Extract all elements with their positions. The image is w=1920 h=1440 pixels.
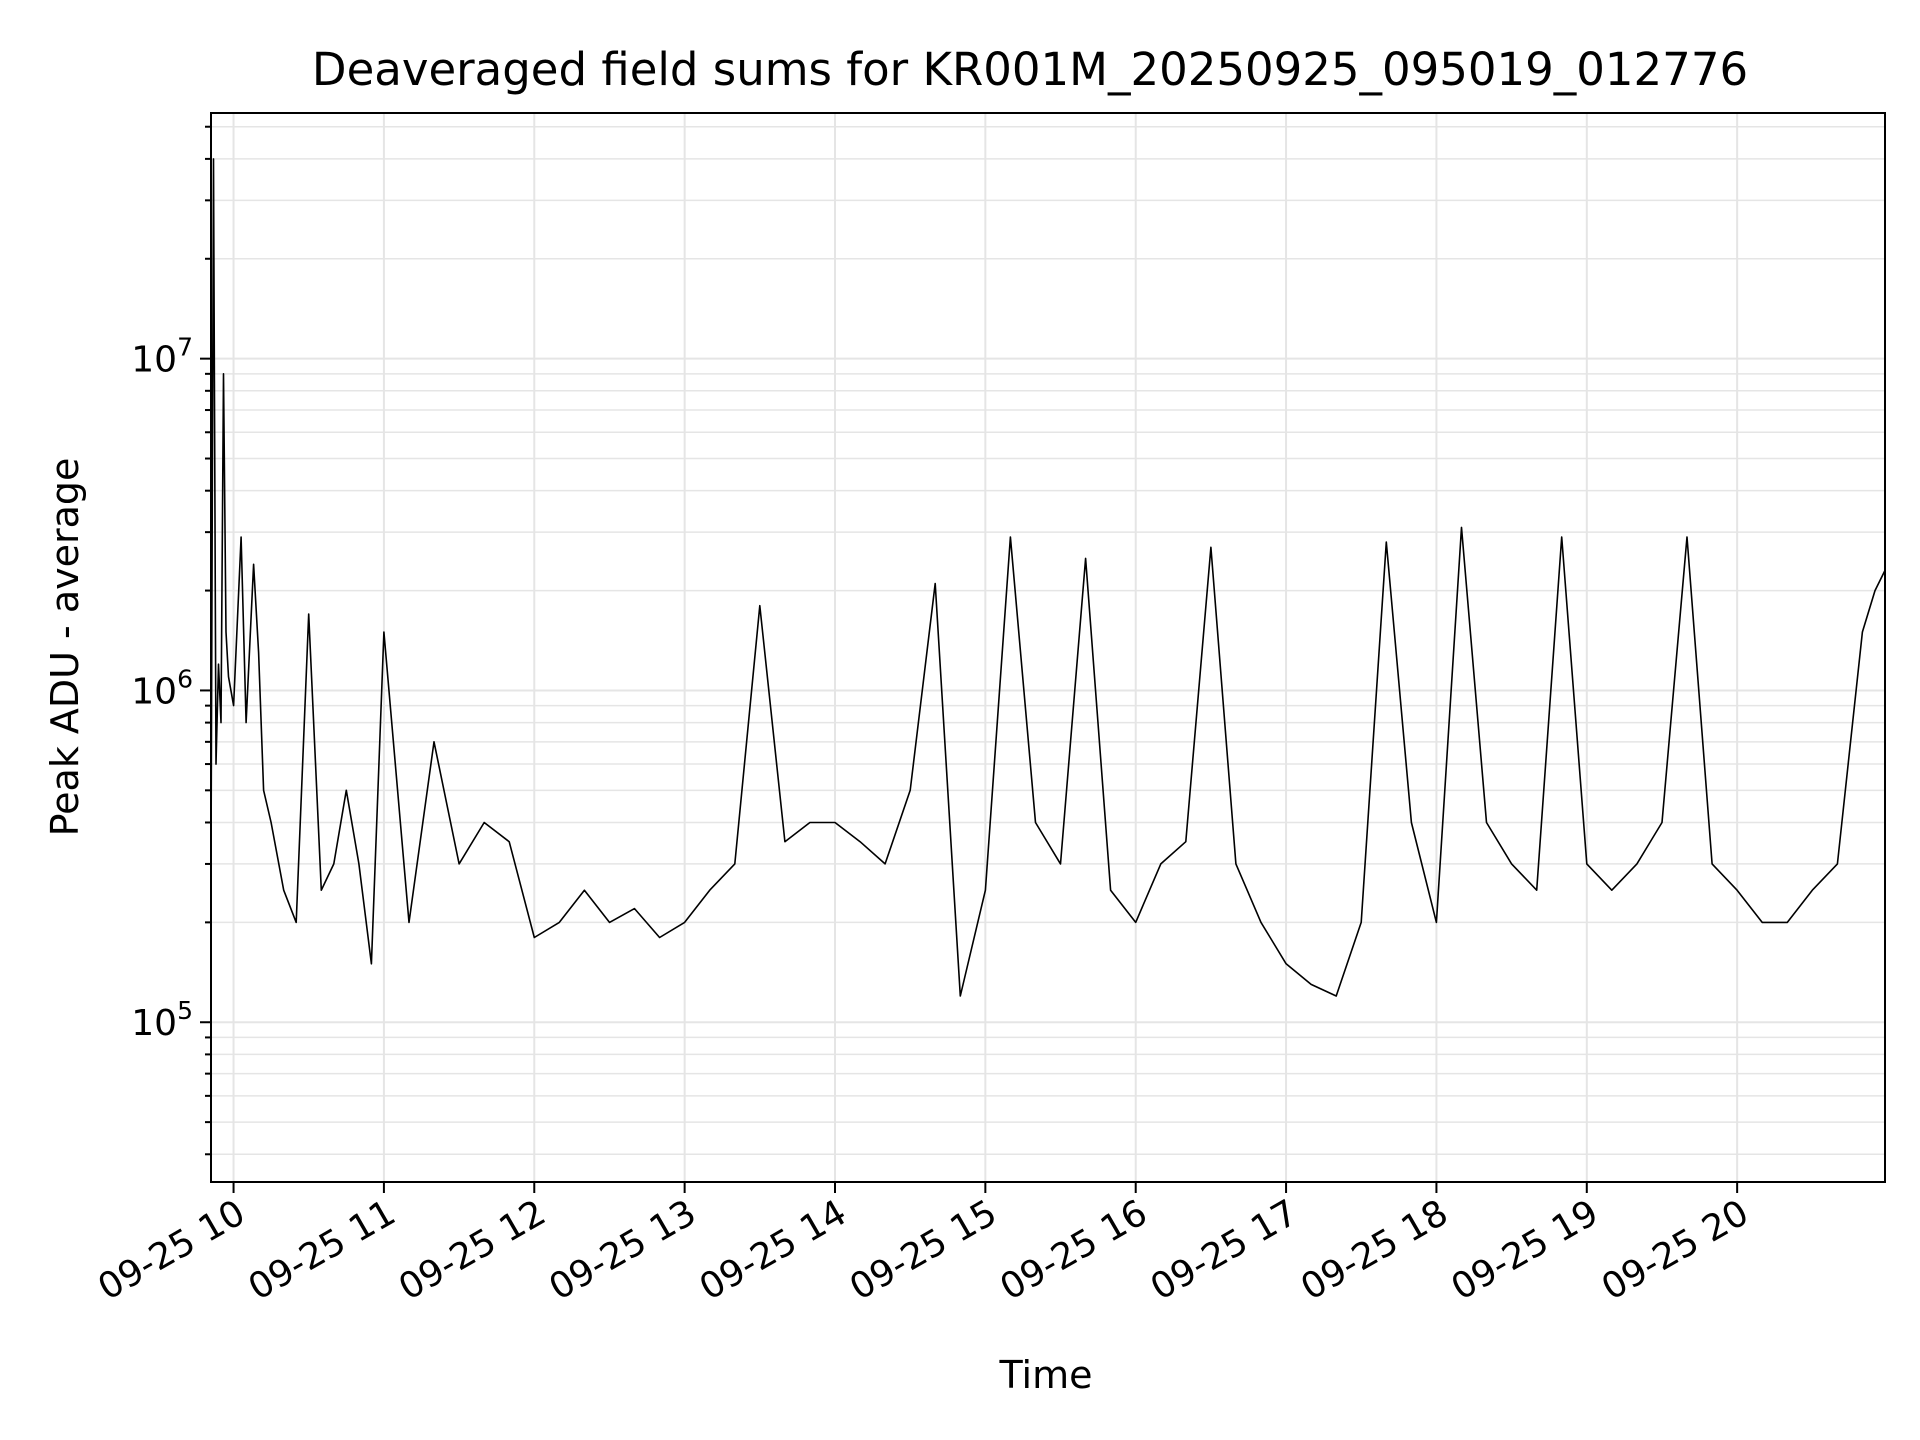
y-tick-label: 106 (131, 664, 193, 712)
y-tick-label: 107 (131, 333, 193, 381)
grid (211, 113, 1885, 1182)
y-tick-label: 105 (131, 996, 193, 1044)
series-layer (210, 158, 1886, 997)
series-line (210, 158, 1886, 997)
y-axis-ticks: 105 106 107 (131, 125, 211, 1156)
chart-title: Deaveraged field sums for KR001M_2025092… (312, 43, 1748, 96)
y-axis-label: Peak ADU - average (43, 458, 87, 837)
x-axis-label: Time (999, 1353, 1093, 1397)
